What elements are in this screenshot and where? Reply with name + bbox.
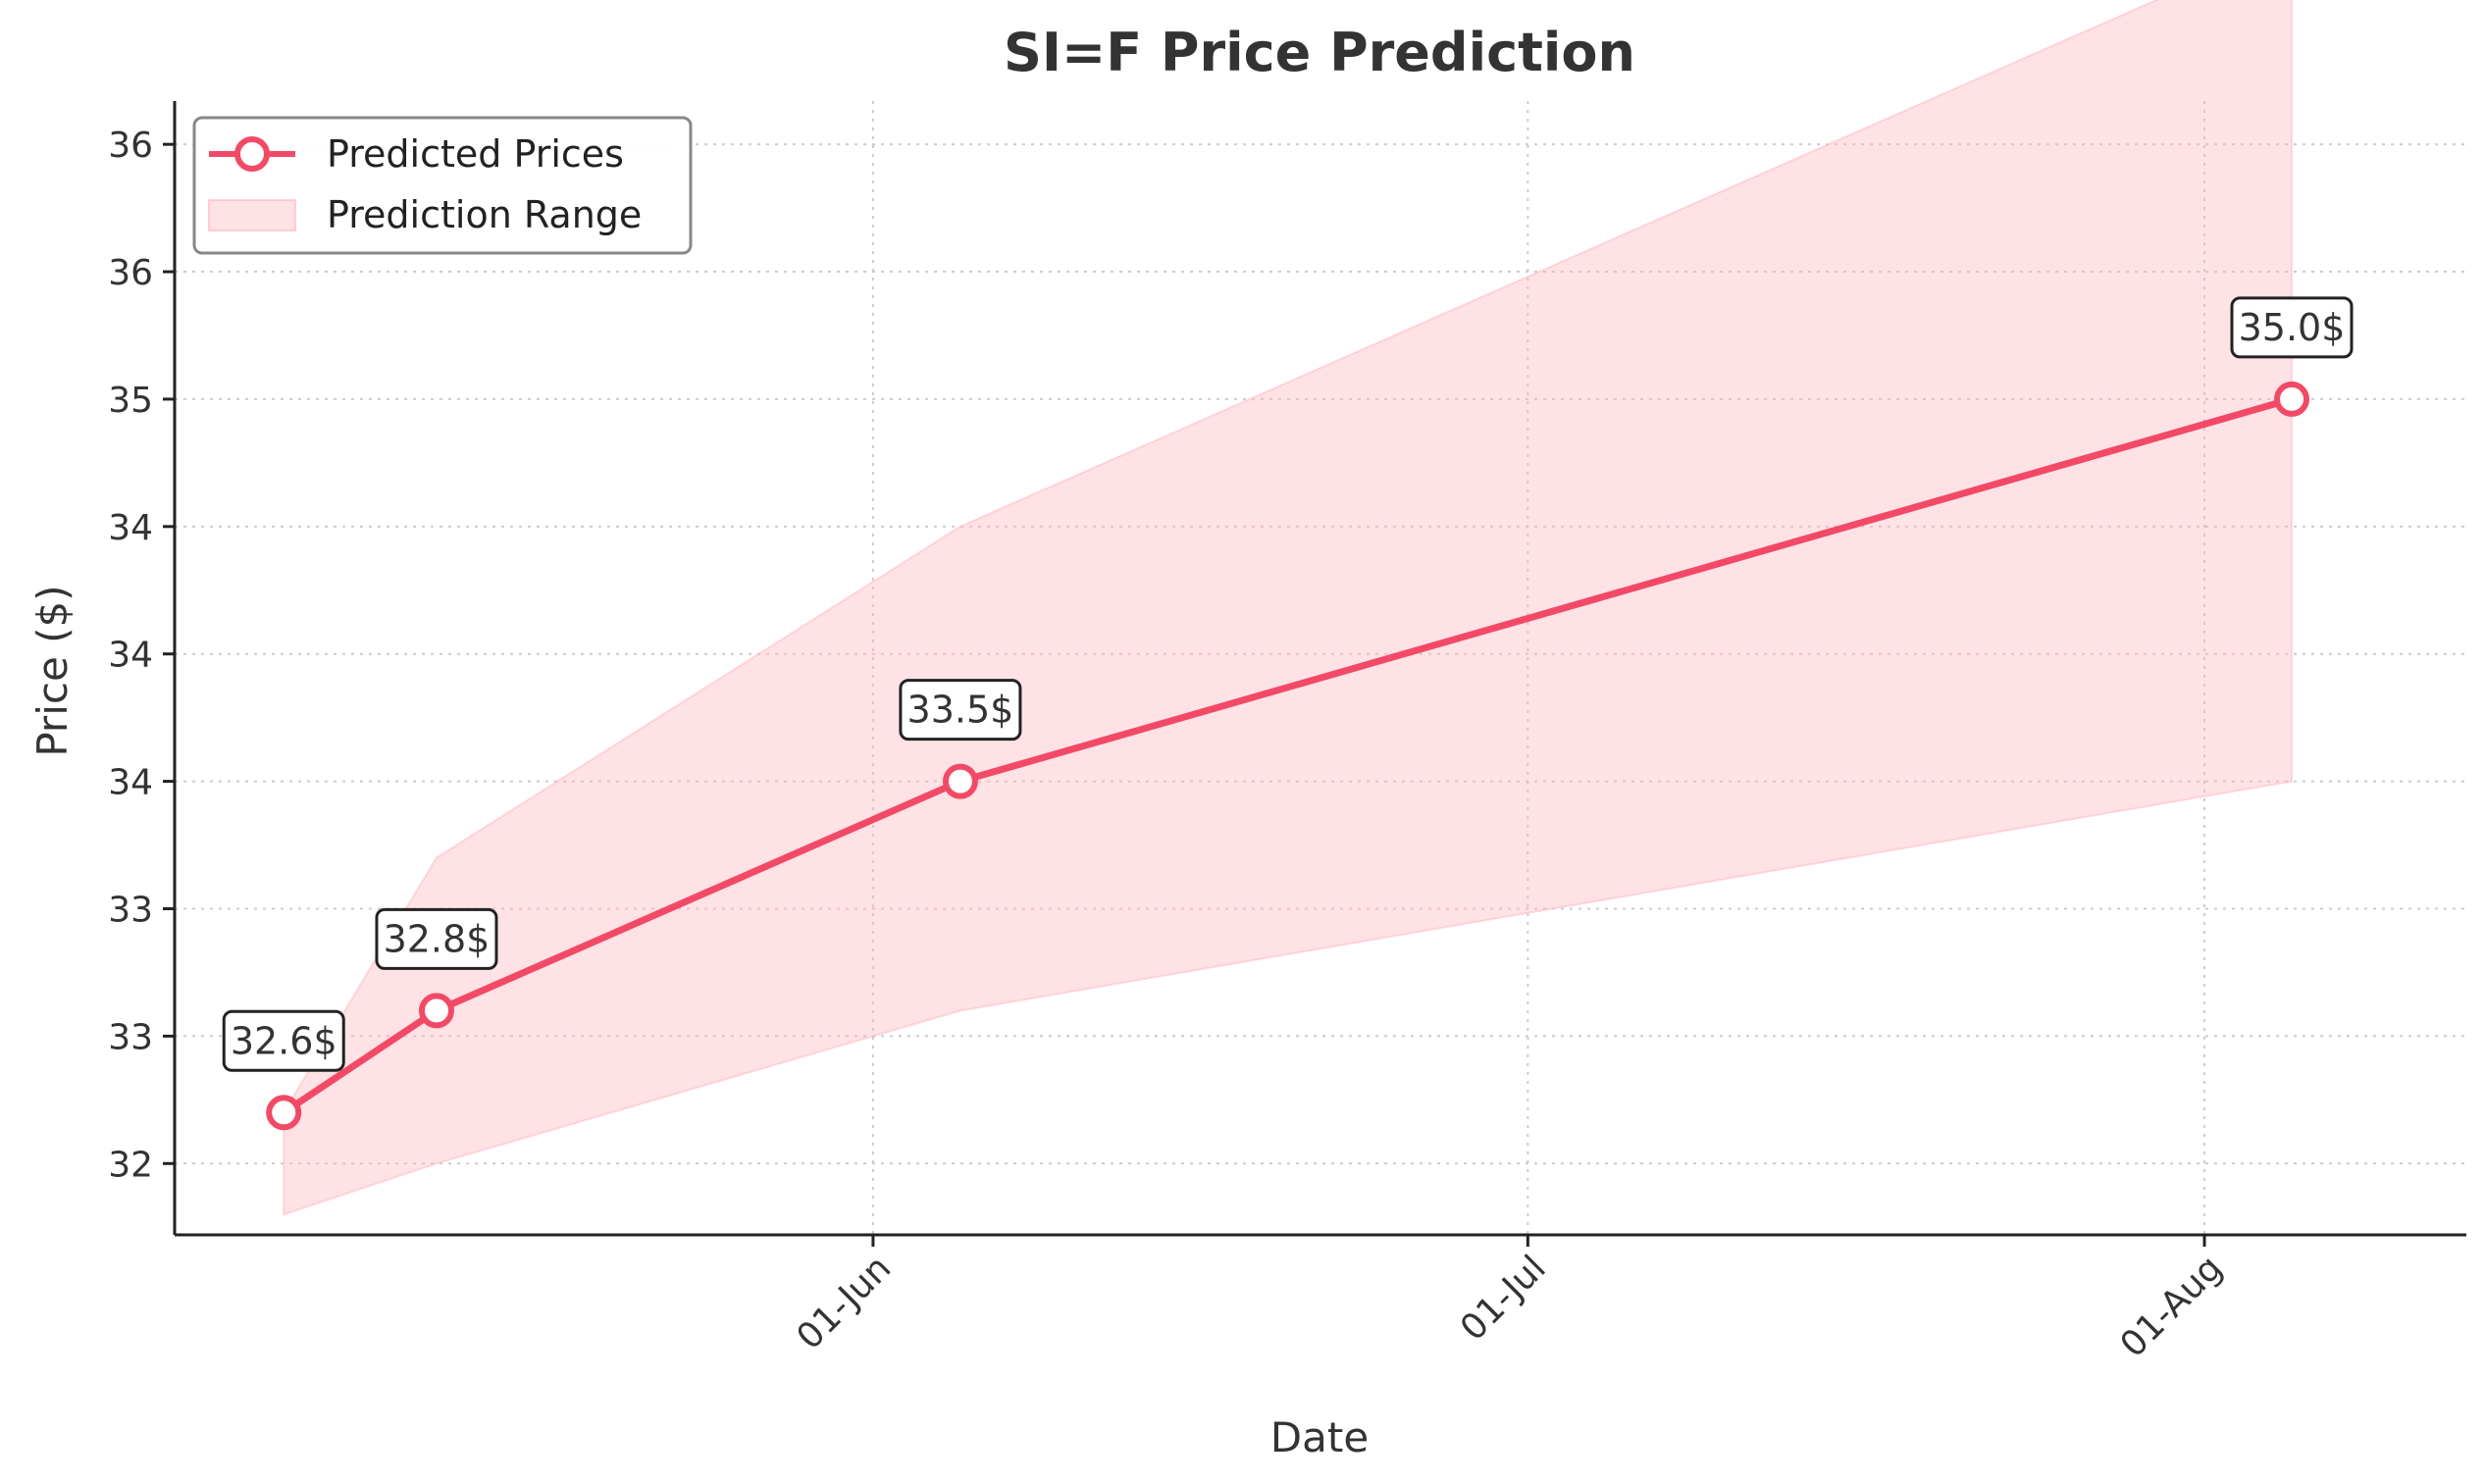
predicted-prices-layer <box>266 381 2310 1131</box>
data-label-text: 33.5$ <box>907 689 1014 732</box>
predicted-prices-line <box>280 395 2296 1116</box>
data-label-box <box>375 907 498 970</box>
x-tick-label: 01-Jun <box>789 1248 899 1357</box>
data-label: 32.8$ <box>375 907 498 970</box>
y-tick-label: 35 <box>108 381 153 421</box>
y-tick-label: 34 <box>108 636 153 676</box>
data-label: 32.6$ <box>222 1009 345 1072</box>
legend-range-swatch <box>208 199 296 231</box>
legend-label-prediction-range: Prediction Range <box>327 193 642 236</box>
data-label-text: 32.8$ <box>384 917 491 960</box>
y-tick-label: 32 <box>108 1145 153 1185</box>
legend-marker-swatch <box>234 136 270 172</box>
data-label-box <box>2230 296 2354 359</box>
annotations: 32.6$ 32.8$ 33.5$ 35.0$ <box>222 296 2354 1072</box>
y-axis-label: Price ($) <box>28 585 77 756</box>
legend-label-predicted-prices: Predicted Prices <box>327 132 624 176</box>
y-tick-label: 34 <box>108 763 153 803</box>
data-label-text: 35.0$ <box>2239 306 2346 349</box>
predicted-price-point <box>2274 381 2310 417</box>
data-label: 35.0$ <box>2230 296 2354 359</box>
predicted-price-point <box>942 763 978 799</box>
predicted-price-point <box>418 993 454 1029</box>
y-tick-label: 33 <box>108 890 153 930</box>
x-tick-label: 01-Aug <box>2113 1248 2231 1365</box>
data-label: 33.5$ <box>899 679 1022 742</box>
data-label-box <box>899 679 1022 742</box>
legend-frame <box>192 116 693 255</box>
prediction-range-layer <box>283 0 2293 1216</box>
data-label-text: 32.6$ <box>231 1019 337 1062</box>
y-tick-label: 36 <box>108 253 153 293</box>
legend: Predicted Prices Prediction Range <box>192 116 693 255</box>
chart-title: SI=F Price Prediction <box>1004 22 1635 83</box>
x-tick-label: 01-Jul <box>1453 1248 1554 1349</box>
y-tick-label: 36 <box>108 126 153 166</box>
prediction-range-band <box>283 0 2293 1216</box>
data-label-box <box>222 1009 345 1072</box>
x-axis-label: Date <box>1270 1413 1369 1461</box>
y-tick-label: 33 <box>108 1017 153 1057</box>
predicted-price-point <box>266 1095 302 1131</box>
y-tick-label: 34 <box>108 508 153 548</box>
